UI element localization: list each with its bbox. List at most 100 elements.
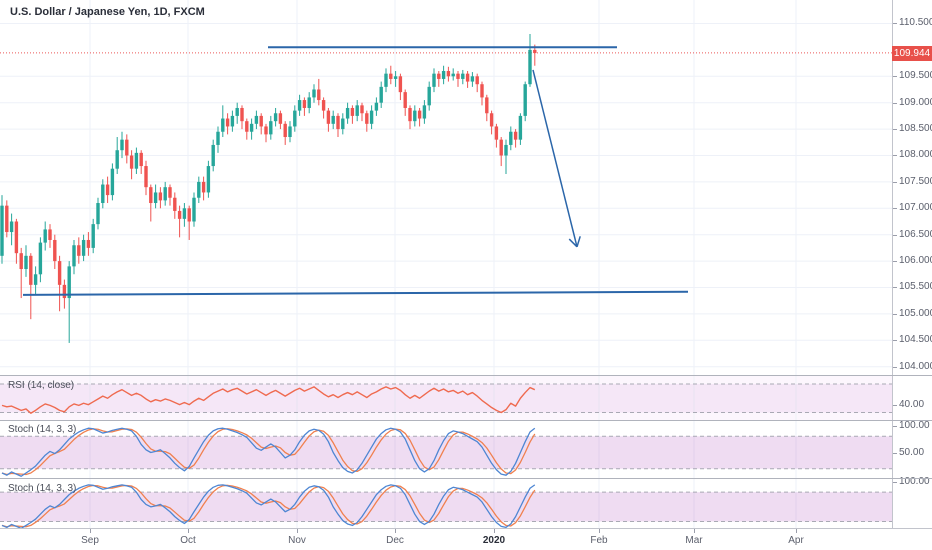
- time-axis-label[interactable]: Nov: [288, 535, 306, 546]
- time-axis-label[interactable]: Apr: [788, 535, 804, 546]
- candle: [48, 224, 52, 248]
- price-axis-label[interactable]: 105.000: [899, 308, 932, 319]
- price-axis-label[interactable]: 109.000: [899, 97, 932, 108]
- candle: [398, 73, 403, 101]
- stochastic-pane-1[interactable]: [0, 421, 892, 478]
- candle: [389, 65, 393, 85]
- candle: [374, 97, 379, 116]
- candle: [297, 94, 302, 116]
- price-axis-tick: [893, 482, 897, 483]
- candle: [461, 69, 465, 85]
- candle: [110, 163, 115, 201]
- candle: [53, 234, 57, 270]
- stochastic-pane-2[interactable]: [0, 479, 892, 528]
- candle: [187, 205, 191, 240]
- price-axis-tick: [893, 23, 897, 24]
- candle: [350, 105, 355, 124]
- candle: [0, 195, 4, 264]
- candle: [105, 176, 110, 204]
- candle: [465, 71, 470, 88]
- pane-separator[interactable]: [0, 478, 932, 479]
- candle: [264, 123, 268, 143]
- candle: [427, 81, 431, 111]
- symbol-title[interactable]: U.S. Dollar / Japanese Yen, 1D, FXCM: [10, 6, 205, 18]
- candle: [317, 78, 321, 106]
- price-axis-tick: [893, 129, 897, 130]
- rsi-indicator-label[interactable]: RSI (14, close): [8, 380, 75, 391]
- price-axis-label[interactable]: 106.000: [899, 255, 932, 266]
- candle: [393, 71, 398, 87]
- candle: [288, 121, 292, 143]
- candle: [513, 129, 518, 148]
- candle: [485, 94, 489, 122]
- candle: [14, 218, 19, 264]
- candle: [475, 73, 479, 93]
- time-axis-tick: [494, 529, 495, 533]
- time-axis-tick: [599, 529, 600, 533]
- candle: [230, 110, 235, 132]
- time-axis-label[interactable]: Dec: [386, 535, 404, 546]
- candle: [201, 176, 206, 201]
- candle: [254, 110, 259, 130]
- pane-separator[interactable]: [0, 375, 932, 376]
- price-axis-label[interactable]: 107.000: [899, 202, 932, 213]
- candle: [341, 113, 345, 135]
- price-axis-label[interactable]: 50.00: [899, 447, 925, 458]
- price-axis-label[interactable]: 100.00: [899, 420, 930, 431]
- price-axis-label[interactable]: 109.500: [899, 70, 932, 81]
- chart-plot-area[interactable]: U.S. Dollar / Japanese Yen, 1D, FXCM RSI…: [0, 0, 932, 528]
- support-trendline[interactable]: [22, 290, 689, 296]
- time-axis-label[interactable]: Oct: [180, 535, 196, 546]
- price-axis-label[interactable]: 108.000: [899, 149, 932, 160]
- pane-separator[interactable]: [0, 420, 932, 421]
- price-axis-label[interactable]: 106.500: [899, 229, 932, 240]
- time-axis[interactable]: Sep Oct Nov Dec 2020 Feb Mar Apr: [0, 528, 932, 550]
- main-price-pane[interactable]: [0, 0, 892, 375]
- price-axis-label[interactable]: 100.00: [899, 476, 930, 487]
- time-axis-tick: [297, 529, 298, 533]
- candle: [321, 97, 326, 119]
- candle: [67, 261, 71, 343]
- rsi-pane[interactable]: [0, 376, 892, 420]
- time-axis-tick: [395, 529, 396, 533]
- candle: [384, 68, 388, 93]
- candle: [528, 34, 532, 87]
- candle: [216, 126, 220, 153]
- candle: [283, 121, 287, 145]
- candle: [77, 237, 81, 264]
- candle: [173, 192, 177, 219]
- time-axis-label[interactable]: Sep: [81, 535, 99, 546]
- price-axis-label[interactable]: 105.500: [899, 281, 932, 292]
- candle: [312, 84, 316, 103]
- time-axis-tick: [694, 529, 695, 533]
- candle: [269, 115, 273, 140]
- candle: [360, 102, 364, 122]
- time-axis-label[interactable]: 2020: [482, 535, 506, 546]
- time-axis-label[interactable]: Mar: [685, 535, 703, 546]
- price-axis-label[interactable]: 40.00: [899, 399, 925, 410]
- candle: [240, 105, 244, 130]
- candle: [456, 71, 460, 87]
- price-axis-label[interactable]: 104.000: [899, 361, 932, 372]
- price-axis-tick: [893, 182, 897, 183]
- price-axis-label[interactable]: 110.500: [899, 17, 932, 28]
- candle: [499, 137, 503, 167]
- down-arrow-drawing[interactable]: [532, 69, 581, 248]
- candle: [432, 68, 436, 93]
- stoch1-indicator-label[interactable]: Stoch (14, 3, 3): [8, 424, 77, 435]
- time-axis-tick: [90, 529, 91, 533]
- candle: [153, 184, 158, 209]
- candle: [441, 65, 446, 85]
- candle: [163, 181, 167, 206]
- price-axis-label[interactable]: 107.500: [899, 176, 932, 187]
- price-axis-label[interactable]: 104.500: [899, 334, 932, 345]
- price-axis-label[interactable]: 108.500: [899, 123, 932, 134]
- candle: [38, 237, 43, 283]
- candle: [504, 139, 508, 174]
- stoch2-indicator-label[interactable]: Stoch (14, 3, 3): [8, 483, 77, 494]
- price-axis[interactable]: 110.500 109.500 109.000 108.500 108.000 107.5…: [892, 0, 932, 528]
- candle: [72, 239, 76, 275]
- candle: [96, 197, 100, 230]
- time-axis-label[interactable]: Feb: [590, 535, 608, 546]
